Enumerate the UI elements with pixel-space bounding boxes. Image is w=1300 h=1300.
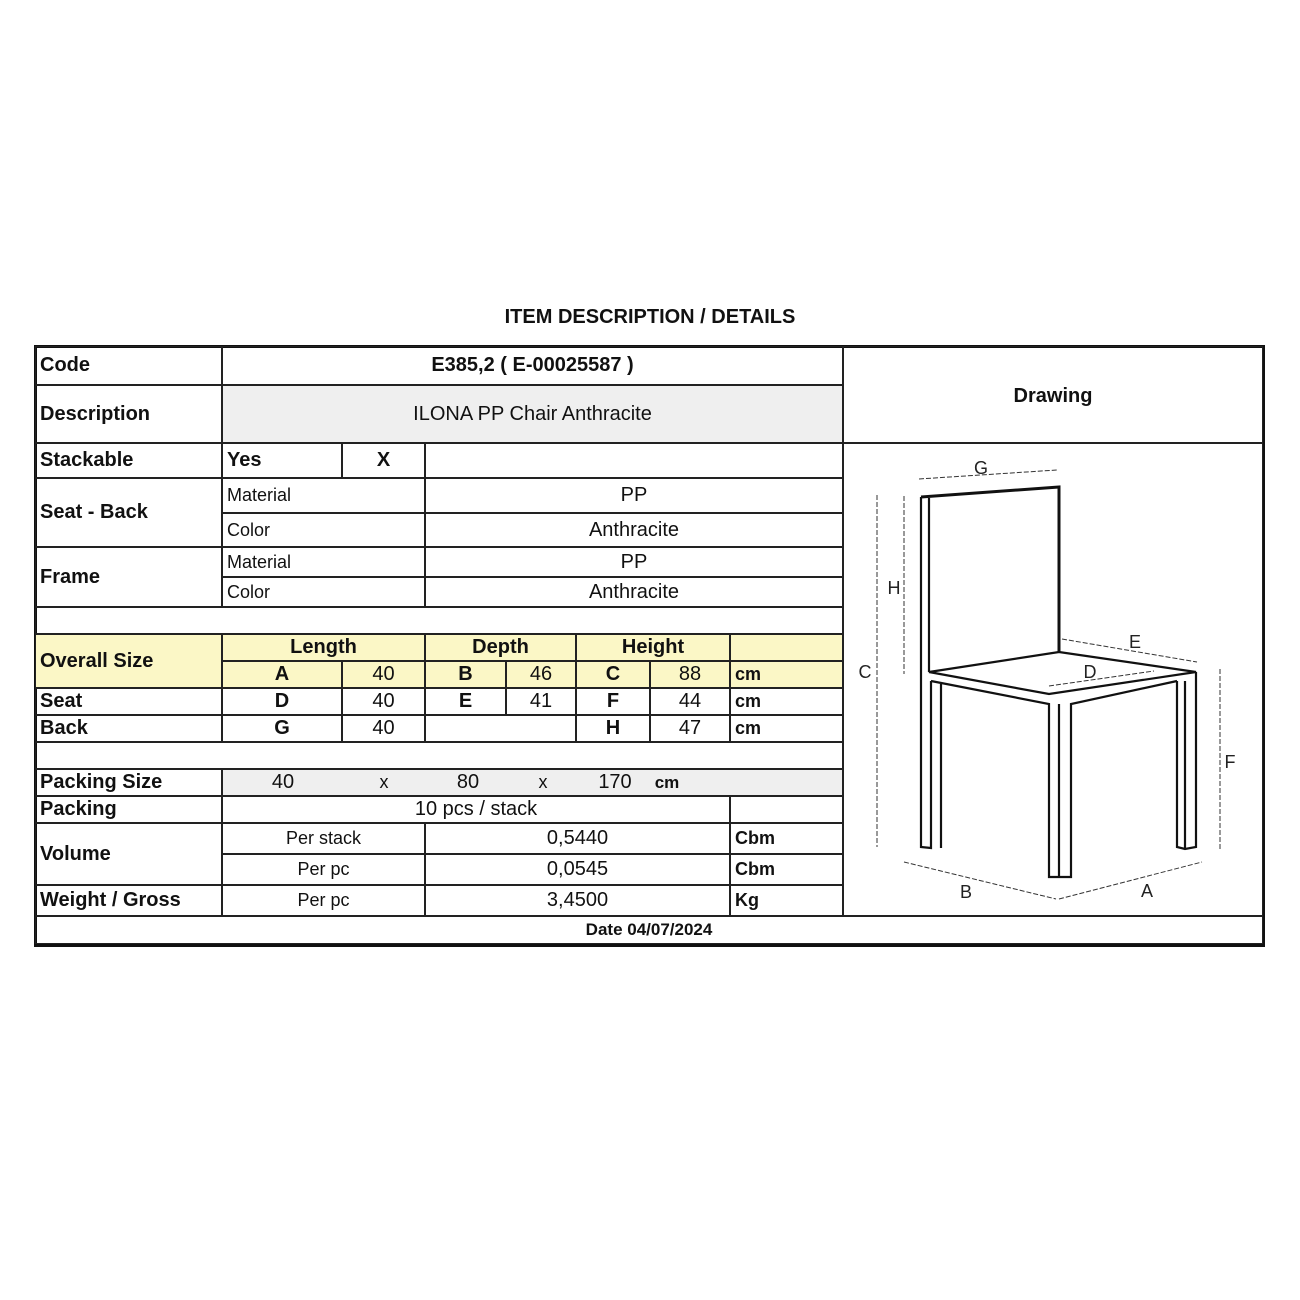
date: Date 04/07/2024 xyxy=(35,916,1263,944)
seat-depth-value: 41 xyxy=(506,688,576,715)
empty-cell xyxy=(730,796,843,823)
drawing-area: G H C E D F B A xyxy=(843,443,1263,916)
dim-label-h: H xyxy=(888,578,901,598)
packing-label: Packing xyxy=(35,796,222,823)
overall-unit: cm xyxy=(730,661,843,688)
per-pc-label: Per pc xyxy=(222,854,425,885)
dim-label-g: G xyxy=(974,458,988,478)
seat-back-material-label: Material xyxy=(222,478,425,513)
depth-header: Depth xyxy=(425,634,576,661)
packing-width: 80 xyxy=(456,771,480,793)
dim-label-f: F xyxy=(1225,752,1236,772)
seat-size-label: Seat xyxy=(35,688,222,715)
volume-per-stack: 0,5440 xyxy=(425,823,730,854)
weight-label: Weight / Gross xyxy=(35,885,222,916)
overall-depth-value: 46 xyxy=(506,661,576,688)
dim-label-a: A xyxy=(1141,881,1153,901)
seat-back-color: Anthracite xyxy=(425,513,843,547)
overall-length-key: A xyxy=(222,661,342,688)
packing-height: 170 xyxy=(598,771,632,793)
stackable-mark: X xyxy=(342,443,425,478)
seat-length-key: D xyxy=(222,688,342,715)
back-unit: cm xyxy=(730,715,843,742)
packing-size-label: Packing Size xyxy=(35,769,222,796)
seat-back-color-label: Color xyxy=(222,513,425,547)
per-stack-label: Per stack xyxy=(222,823,425,854)
back-size-label: Back xyxy=(35,715,222,742)
times-sign: x xyxy=(379,772,389,792)
code-label: Code xyxy=(35,346,222,385)
dim-label-c: C xyxy=(859,662,872,682)
overall-size-label: Overall Size xyxy=(35,634,222,688)
frame-label: Frame xyxy=(35,547,222,607)
stackable-label: Stackable xyxy=(35,443,222,478)
length-header: Length xyxy=(222,634,425,661)
overall-depth-key: B xyxy=(425,661,506,688)
spacer-row xyxy=(35,742,843,769)
frame-color-label: Color xyxy=(222,577,425,607)
volume-label: Volume xyxy=(35,823,222,885)
frame-color: Anthracite xyxy=(425,577,843,607)
weight-value: 3,4500 xyxy=(425,885,730,916)
seat-back-material: PP xyxy=(425,478,843,513)
code-value: E385,2 ( E-00025587 ) xyxy=(222,346,843,385)
seat-height-value: 44 xyxy=(650,688,730,715)
dim-label-b: B xyxy=(960,882,972,902)
description-label: Description xyxy=(35,385,222,443)
chair-drawing: G H C E D F B A xyxy=(859,458,1236,902)
packing-unit: cm xyxy=(654,772,680,792)
packing-size-value: 40 x 80 x 170 cm xyxy=(222,769,843,796)
stackable-yes: Yes xyxy=(222,443,342,478)
volume-unit: Cbm xyxy=(730,854,843,885)
seat-height-key: F xyxy=(576,688,650,715)
height-header: Height xyxy=(576,634,730,661)
volume-per-pc: 0,0545 xyxy=(425,854,730,885)
chair-outline xyxy=(919,485,1198,879)
weight-per-pc-label: Per pc xyxy=(222,885,425,916)
overall-height-key: C xyxy=(576,661,650,688)
empty-cell xyxy=(425,443,843,478)
dimension-lines xyxy=(876,469,1221,900)
frame-material: PP xyxy=(425,547,843,577)
back-height-key: H xyxy=(576,715,650,742)
overall-height-value: 88 xyxy=(650,661,730,688)
frame-material-label: Material xyxy=(222,547,425,577)
seat-depth-key: E xyxy=(425,688,506,715)
dim-label-e: E xyxy=(1129,632,1141,652)
description-value: ILONA PP Chair Anthracite xyxy=(222,385,843,443)
seat-unit: cm xyxy=(730,688,843,715)
drawing-header: Drawing xyxy=(843,346,1263,443)
overall-length-value: 40 xyxy=(342,661,425,688)
back-height-value: 47 xyxy=(650,715,730,742)
seat-back-label: Seat - Back xyxy=(35,478,222,547)
seat-length-value: 40 xyxy=(342,688,425,715)
back-length-value: 40 xyxy=(342,715,425,742)
empty-cell xyxy=(425,715,576,742)
dim-label-d: D xyxy=(1084,662,1097,682)
empty-cell xyxy=(730,634,843,661)
weight-unit: Kg xyxy=(730,885,843,916)
volume-unit: Cbm xyxy=(730,823,843,854)
spacer-row xyxy=(35,607,843,634)
packing-value: 10 pcs / stack xyxy=(222,796,730,823)
packing-length: 40 xyxy=(271,771,295,793)
back-length-key: G xyxy=(222,715,342,742)
document-title: ITEM DESCRIPTION / DETAILS xyxy=(504,306,796,328)
times-sign: x xyxy=(538,772,548,792)
